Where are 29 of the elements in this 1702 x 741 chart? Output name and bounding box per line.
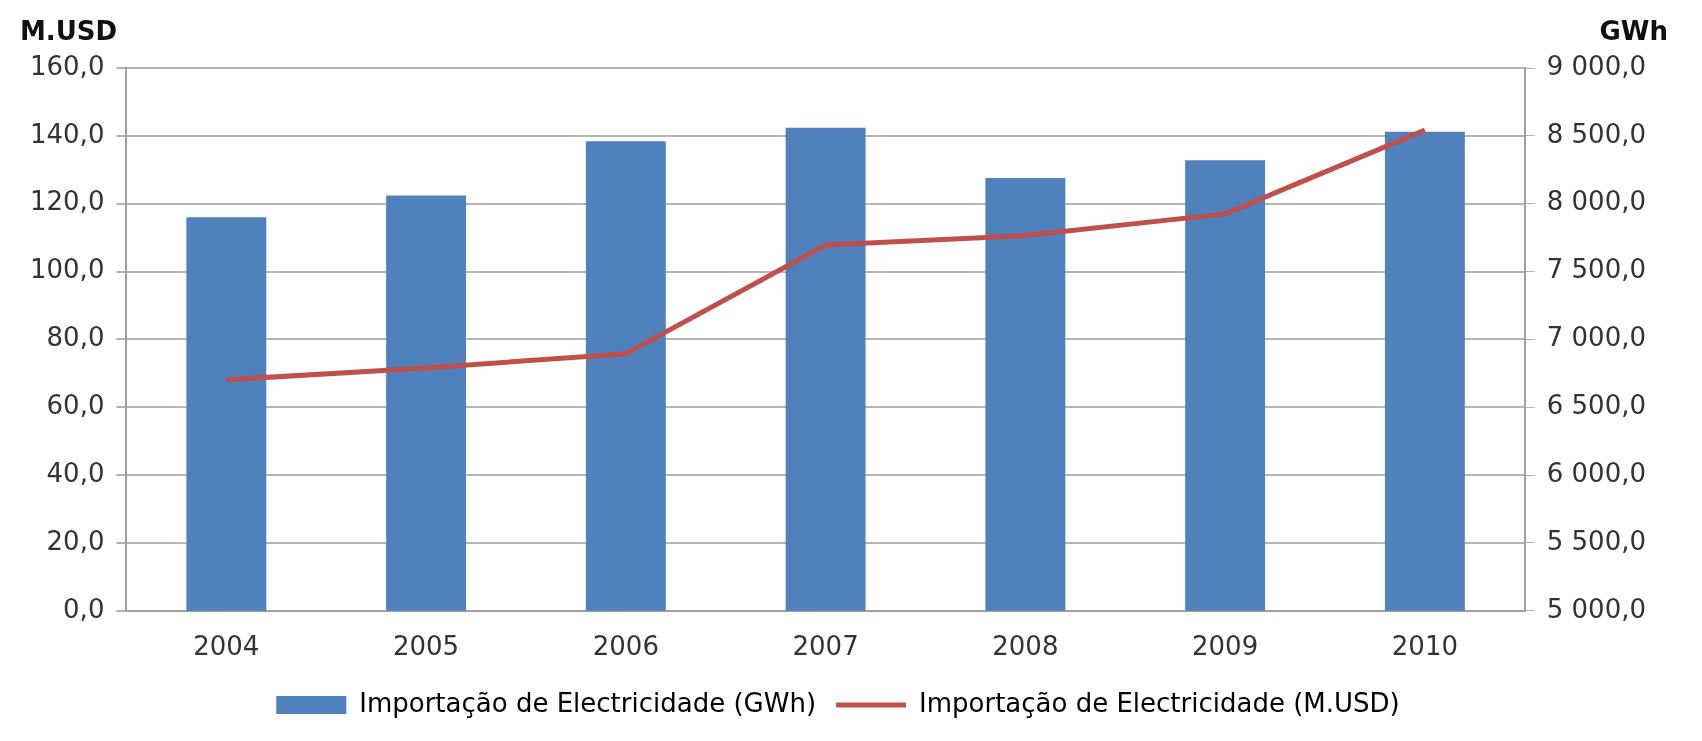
y-tick-label: 40,0: [46, 457, 105, 488]
x-tick-label: 2009: [1192, 631, 1259, 662]
y-tick-label: 60,0: [46, 390, 105, 420]
y2-tick-label: 8 000,0: [1546, 186, 1647, 217]
y-tick-label: 140,0: [30, 118, 105, 149]
y2-axis-title: GWh: [1599, 15, 1668, 46]
x-tick-label: 2005: [392, 631, 460, 662]
y-tick-label: 160,0: [30, 50, 105, 81]
y2-tick-label: 5 000,0: [1546, 593, 1647, 624]
legend-label: Importação de Electricidade (GWh): [359, 687, 817, 718]
y-tick-label: 0,0: [63, 593, 105, 624]
y-tick-label: 120,0: [30, 186, 105, 217]
y-tick-label: 80,0: [46, 322, 105, 353]
x-tick-label: 2006: [592, 631, 659, 662]
y2-tick-label: 9 000,0: [1546, 50, 1647, 81]
x-tick-label: 2004: [193, 631, 260, 662]
y2-tick-label: 7 000,0: [1546, 322, 1647, 353]
y2-tick-label: 7 500,0: [1546, 254, 1647, 285]
y2-tick-label: 6 500,0: [1546, 390, 1647, 420]
legend-label: Importação de Electricidade (M.USD): [919, 687, 1400, 718]
y-tick-label: 20,0: [46, 525, 105, 556]
y2-tick-label: 6 000,0: [1546, 457, 1647, 488]
y-axis-title: M.USD: [20, 15, 118, 46]
x-tick-label: 2007: [792, 631, 859, 662]
y2-tick-label: 5 500,0: [1546, 525, 1647, 556]
x-tick-label: 2010: [1391, 631, 1458, 662]
y2-tick-label: 8 500,0: [1546, 118, 1647, 149]
y-tick-label: 100,0: [30, 254, 105, 285]
x-tick-label: 2008: [992, 631, 1059, 662]
